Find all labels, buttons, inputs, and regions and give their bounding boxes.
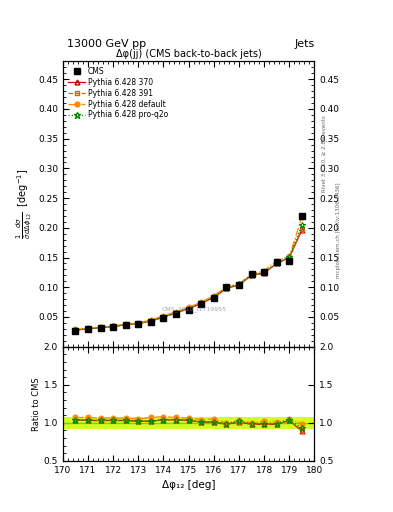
X-axis label: Δφ₁₂ [deg]: Δφ₁₂ [deg] [162, 480, 215, 490]
Bar [63, 417, 314, 429]
Legend: CMS, Pythia 6.428 370, Pythia 6.428 391, Pythia 6.428 default, Pythia 6.428 pro-: CMS, Pythia 6.428 370, Pythia 6.428 391,… [67, 65, 170, 121]
Text: Jets: Jets [294, 38, 314, 49]
Text: Rivet 3.1.10, ≥ 2.8M events: Rivet 3.1.10, ≥ 2.8M events [322, 115, 327, 192]
Y-axis label: $\frac{1}{\bar{\sigma}}\frac{d\sigma}{d\Delta\phi_{12}}$  [deg$^{-1}$]: $\frac{1}{\bar{\sigma}}\frac{d\sigma}{d\… [15, 169, 34, 239]
Text: mcplots.cern.ch [arXiv:1306.3436]: mcplots.cern.ch [arXiv:1306.3436] [336, 183, 341, 278]
Text: 13000 GeV pp: 13000 GeV pp [67, 38, 146, 49]
Title: Δφ(jj) (CMS back-to-back jets): Δφ(jj) (CMS back-to-back jets) [116, 49, 261, 59]
Y-axis label: Ratio to CMS: Ratio to CMS [32, 377, 41, 431]
Text: CMS_2019_I1719955: CMS_2019_I1719955 [161, 307, 226, 312]
